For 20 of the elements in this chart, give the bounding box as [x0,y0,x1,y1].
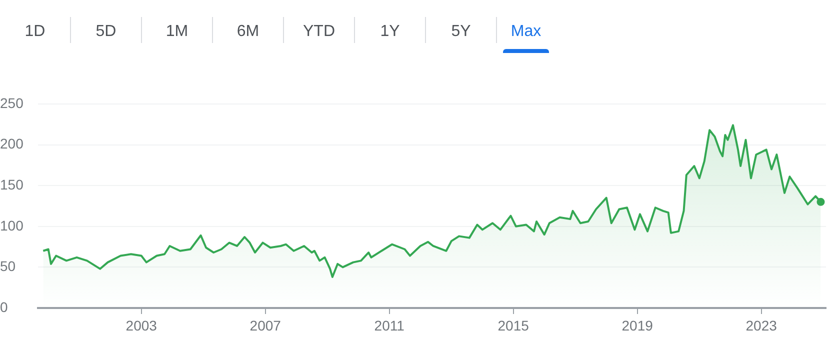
text: 5Y [451,23,471,40]
x-tick-label: 2015 [498,317,530,334]
x-tick-label: 2007 [250,317,282,334]
x-tick-label: 2019 [622,317,654,334]
text: 6M [236,23,260,40]
y-tick-label: 200 [0,136,24,152]
text: Max [510,23,542,40]
x-tick-label: 2003 [126,317,158,334]
y-tick-label: 150 [0,176,24,192]
text: YTD [303,23,335,40]
y-tick-label: 0 [0,298,8,315]
text: 5D [96,23,116,40]
y-tick-label: 100 [0,217,24,234]
text: 1Y [380,23,400,40]
y-tick-label: 250 [0,94,24,111]
y-tick-label: 50 [0,258,16,274]
x-tick-label: 2023 [746,317,778,334]
text: 1D [24,23,46,40]
text: 1M [166,23,188,40]
x-tick-label: 2011 [374,317,405,334]
